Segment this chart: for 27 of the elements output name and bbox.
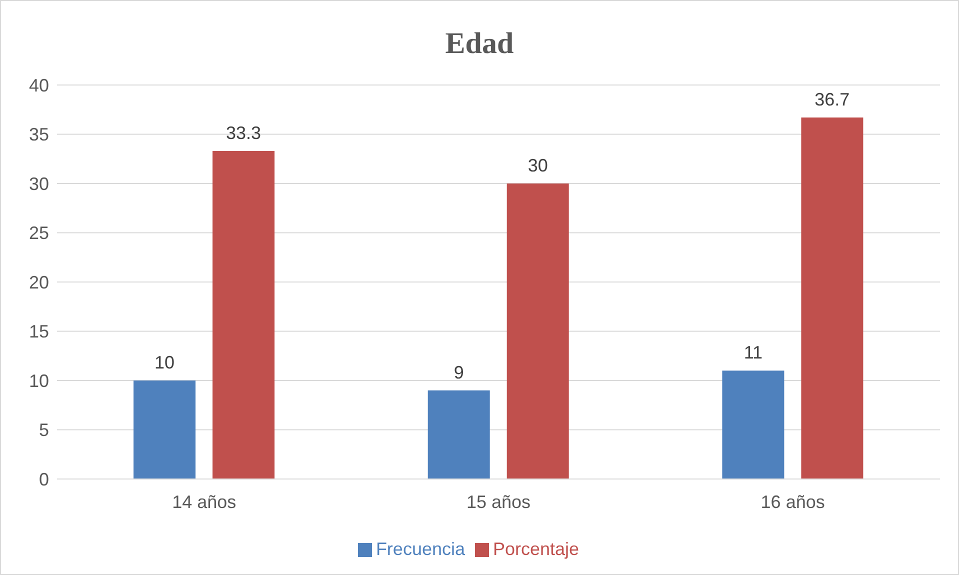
y-tick-label: 0 [38,469,49,490]
legend-label: Frecuencia [376,539,465,559]
chart-title: Edad [444,27,515,61]
data-label: 11 [744,342,763,363]
y-tick-label: 20 [28,272,49,292]
y-tick-label: 40 [28,75,49,96]
data-label: 33.3 [226,122,262,143]
bar [506,184,569,479]
x-tick-label: 15 años [466,492,531,512]
data-label: 10 [154,352,175,372]
data-label: 9 [454,362,464,382]
x-tick-label: 14 años [172,492,236,512]
bar [212,150,275,479]
y-tick-label: 30 [28,174,49,194]
bar [134,380,196,479]
y-tick-label: 35 [28,124,49,145]
legend-label: Porcentaje [492,539,580,559]
y-tick-label: 15 [28,322,49,342]
x-tick-label: 16 años [760,492,825,512]
data-label: 30 [528,156,548,176]
bar [801,118,864,479]
bar [428,390,490,479]
data-label: 36.7 [814,90,850,110]
y-tick-label: 5 [38,420,49,440]
y-tick-label: 25 [28,223,49,244]
bar [722,370,784,479]
y-tick-label: 10 [28,370,49,391]
